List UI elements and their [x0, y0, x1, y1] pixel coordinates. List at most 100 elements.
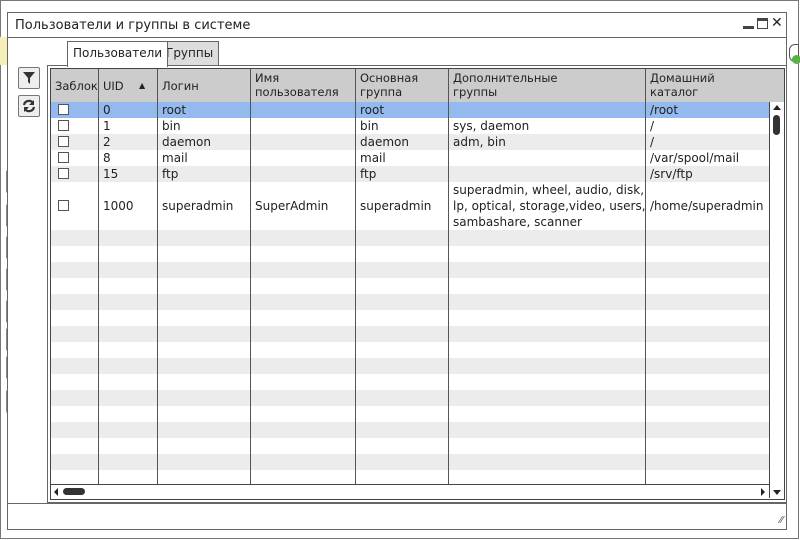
status-bar-divider: [8, 503, 786, 504]
cell-group: root: [360, 103, 385, 117]
cell-group: mail: [360, 151, 386, 165]
empty-row: [51, 406, 769, 422]
horizontal-scrollbar[interactable]: [51, 484, 769, 498]
column-header[interactable]: Заблок: [51, 69, 99, 102]
vertical-scroll-thumb[interactable]: [773, 115, 780, 135]
column-header[interactable]: UID ▲: [99, 69, 158, 102]
column-divider: [250, 69, 251, 484]
column-header[interactable]: Основная группа: [356, 69, 449, 102]
column-header-label: Основная группа: [360, 71, 419, 99]
column-divider: [448, 69, 449, 484]
empty-row: [51, 278, 769, 294]
tab-groups[interactable]: Группы: [160, 41, 220, 66]
column-divider: [98, 69, 99, 484]
cell-login: bin: [162, 119, 181, 133]
column-header-label: Дополнительные группы: [453, 71, 558, 99]
empty-row: [51, 358, 769, 374]
cell-extra: sys, daemon: [453, 119, 530, 133]
users-groups-dialog: Пользователи и группы в системе ✕ Пользо…: [7, 12, 787, 530]
column-header[interactable]: Имя пользователя: [251, 69, 356, 102]
empty-row: [51, 422, 769, 438]
cell-group: daemon: [360, 135, 409, 149]
empty-row: [51, 438, 769, 454]
cell-group: bin: [360, 119, 379, 133]
table-row[interactable]: 15 ftp ftp/srv/ftp: [51, 166, 769, 182]
column-header[interactable]: Домашний каталог: [646, 69, 769, 102]
cell-login: ftp: [162, 167, 179, 181]
cell-home: /: [650, 119, 655, 133]
background-highlight: [0, 37, 8, 65]
cell-uid: 2: [103, 135, 111, 149]
cell-name: SuperAdmin: [255, 199, 329, 213]
column-header-label: Логин: [162, 79, 199, 93]
window-title: Пользователи и группы в системе: [15, 18, 251, 33]
empty-row: [51, 390, 769, 406]
locked-checkbox[interactable]: [58, 168, 69, 179]
column-header-label: Заблок: [55, 79, 98, 93]
scroll-left-icon[interactable]: [54, 488, 58, 496]
vertical-scrollbar[interactable]: [769, 102, 783, 498]
table-row[interactable]: 0 root root/root: [51, 102, 769, 118]
empty-row: [51, 342, 769, 358]
tab-users[interactable]: Пользователи: [67, 41, 169, 67]
empty-row: [51, 294, 769, 310]
column-divider: [355, 69, 356, 484]
scroll-down-icon[interactable]: [773, 490, 781, 495]
empty-row: [51, 262, 769, 278]
cell-login: superadmin: [162, 199, 234, 213]
empty-row: [51, 310, 769, 326]
cell-home: /home/superadmin: [650, 199, 764, 213]
sort-ascending-icon: ▲: [139, 81, 146, 90]
column-header-label: UID: [103, 79, 124, 93]
column-header-label: Имя пользователя: [255, 71, 339, 99]
cell-uid: 1000: [103, 199, 134, 213]
filter-icon: [23, 72, 35, 84]
minimize-button[interactable]: [743, 18, 754, 29]
table-row[interactable]: 1000 superadmin SuperAdmin superadmin supera…: [51, 182, 769, 230]
locked-checkbox[interactable]: [58, 120, 69, 131]
refresh-button[interactable]: [18, 95, 40, 117]
cell-login: mail: [162, 151, 188, 165]
cell-home: /: [650, 135, 655, 149]
column-header[interactable]: Дополнительные группы: [449, 69, 646, 102]
filter-button[interactable]: [18, 67, 40, 89]
maximize-button[interactable]: [757, 18, 768, 29]
locked-checkbox[interactable]: [58, 200, 69, 211]
cell-login: root: [162, 103, 187, 117]
title-bar[interactable]: Пользователи и группы в системе ✕: [8, 13, 786, 38]
column-header-label: Домашний каталог: [650, 71, 715, 99]
cell-uid: 1: [103, 119, 111, 133]
locked-checkbox[interactable]: [58, 152, 69, 163]
resize-grip-icon[interactable]: ⁄⁄: [779, 515, 783, 526]
cell-home: /root: [650, 103, 679, 117]
table-row[interactable]: 1 bin bin sys, daemon /: [51, 118, 769, 134]
column-header[interactable]: Логин: [158, 69, 251, 102]
cell-login: daemon: [162, 135, 211, 149]
empty-row: [51, 454, 769, 470]
cell-uid: 15: [103, 167, 119, 181]
cell-group: superadmin: [360, 199, 432, 213]
cell-group: ftp: [360, 167, 377, 181]
locked-checkbox[interactable]: [58, 136, 69, 147]
tab-panel: [47, 65, 787, 503]
scroll-right-icon[interactable]: [761, 488, 765, 496]
cell-extra: adm, bin: [453, 135, 506, 149]
users-table: Заблок UID ▲ Логин Имя пользователя Основная …: [50, 68, 785, 500]
empty-row: [51, 326, 769, 342]
horizontal-scroll-thumb[interactable]: [63, 488, 85, 495]
empty-row: [51, 374, 769, 390]
locked-checkbox[interactable]: [58, 104, 69, 115]
cell-home: /var/spool/mail: [650, 151, 740, 165]
cell-extra: superadmin, wheel, audio, disk, lp, opti…: [453, 183, 646, 229]
column-divider: [645, 69, 646, 484]
table-header: Заблок UID ▲ Логин Имя пользователя Основная …: [51, 69, 784, 102]
empty-row: [51, 246, 769, 262]
column-divider: [157, 69, 158, 484]
empty-row: [51, 230, 769, 246]
scroll-up-icon[interactable]: [773, 105, 781, 110]
close-button[interactable]: ✕: [771, 15, 783, 31]
table-row[interactable]: 8 mail mail/var/spool/mail: [51, 150, 769, 166]
cell-uid: 0: [103, 103, 111, 117]
background-status-indicator: [789, 44, 800, 64]
table-row[interactable]: 2 daemon daemon adm, bin /: [51, 134, 769, 150]
